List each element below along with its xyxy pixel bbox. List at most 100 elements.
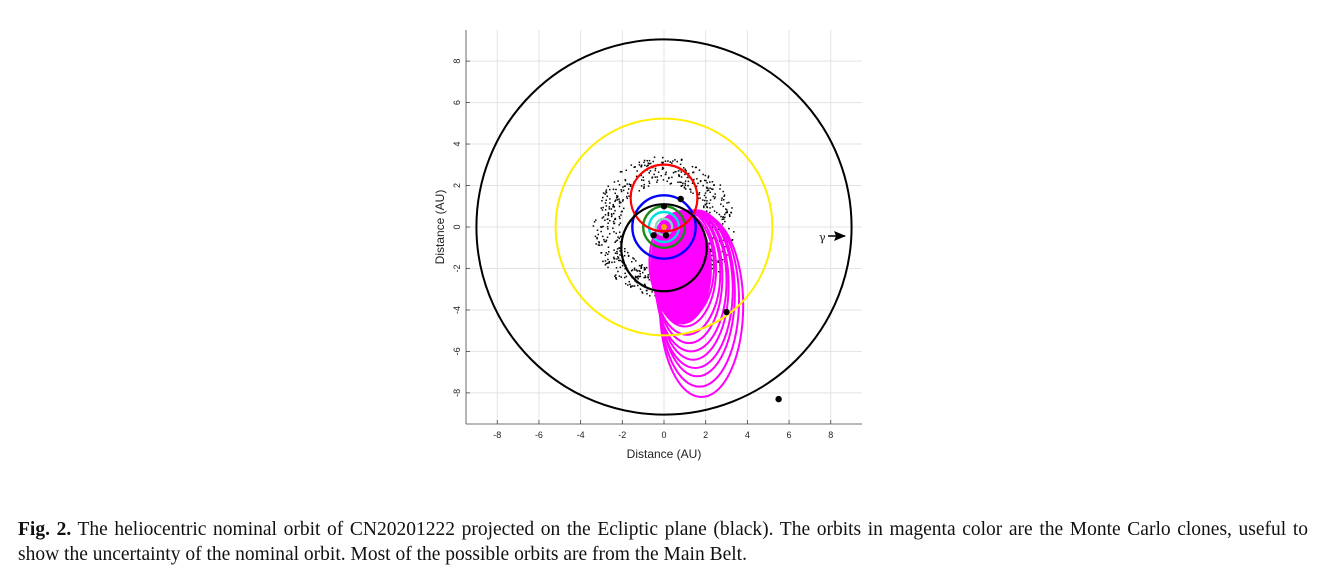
main-belt-dot <box>608 206 611 208</box>
main-belt-dot <box>607 185 610 187</box>
main-belt-dot <box>648 172 650 174</box>
main-belt-dot <box>653 173 655 176</box>
main-belt-dot <box>671 176 673 179</box>
main-belt-dot <box>681 184 684 187</box>
main-belt-dot <box>618 259 620 262</box>
main-belt-dot <box>629 185 632 187</box>
main-belt-dot <box>665 173 667 175</box>
main-belt-dot <box>641 292 644 294</box>
main-belt-dot <box>660 175 662 177</box>
main-belt-dot <box>619 171 622 173</box>
main-belt-dot <box>622 189 625 192</box>
main-belt-dot <box>618 275 621 277</box>
main-belt-dot <box>615 277 617 279</box>
main-belt-dot <box>610 208 613 210</box>
main-belt-dot <box>630 269 633 272</box>
main-belt-dot <box>706 186 708 189</box>
main-belt-dot <box>703 179 706 182</box>
main-belt-dot <box>721 250 724 253</box>
clone-orbit-cloud <box>651 212 712 325</box>
main-belt-dot <box>697 182 699 185</box>
main-belt-dot <box>722 216 725 218</box>
main-belt-dot <box>614 218 616 221</box>
planet-orbit <box>631 194 697 260</box>
main-belt-dot <box>639 270 641 273</box>
main-belt-dot <box>700 180 702 182</box>
planet-orbit <box>554 117 774 337</box>
main-belt-dot <box>617 270 619 273</box>
main-belt-dot <box>726 254 728 256</box>
main-belt-dot <box>628 183 631 185</box>
main-belt-dot <box>683 187 686 189</box>
main-belt-dot <box>630 164 633 166</box>
x-tick-label: -8 <box>493 430 501 440</box>
main-belt-dot <box>597 233 600 236</box>
main-belt-dot <box>724 245 726 248</box>
planet-position-point <box>677 195 684 203</box>
planet-position-point <box>650 232 657 239</box>
main-belt-dot <box>696 178 698 180</box>
main-belt-dot <box>644 268 646 271</box>
main-belt-dot <box>613 212 615 215</box>
main-belt-dot <box>687 180 690 183</box>
main-belt-dot <box>708 242 711 245</box>
main-belt-dot <box>710 254 713 257</box>
main-belt-dot <box>613 231 615 233</box>
main-belt-dot <box>678 174 681 177</box>
main-belt-dot <box>625 195 628 198</box>
main-belt-dot <box>656 176 658 178</box>
main-belt-dot <box>601 244 603 246</box>
main-belt-dot <box>621 210 623 213</box>
main-belt-dot <box>692 192 694 195</box>
main-belt-dot <box>600 207 602 209</box>
main-belt-dot <box>712 195 714 198</box>
main-belt-dot <box>627 192 629 194</box>
main-belt-dot <box>723 198 725 201</box>
main-belt-dot <box>637 284 639 287</box>
x-tick-label: 4 <box>745 430 750 440</box>
main-belt-dot <box>613 222 616 225</box>
main-belt-dot <box>621 170 623 173</box>
main-belt-dot <box>616 239 619 242</box>
main-belt-dot <box>608 260 611 263</box>
main-belt-dot <box>616 258 618 260</box>
main-belt-dot <box>680 176 683 178</box>
main-belt-dot <box>613 261 616 263</box>
main-belt-dot <box>656 181 658 183</box>
main-belt-dot <box>617 180 619 182</box>
main-belt-dot <box>596 237 598 239</box>
main-belt-dot <box>617 256 619 258</box>
main-belt-dot <box>707 189 710 191</box>
main-belt-dot <box>647 185 650 187</box>
main-belt-dot <box>675 170 677 173</box>
main-belt-dot <box>733 231 735 233</box>
main-belt-dot <box>607 253 609 256</box>
main-belt-dot <box>719 188 721 190</box>
main-belt-dot <box>633 166 636 168</box>
main-belt-dot <box>618 215 621 218</box>
main-belt-dot <box>598 244 601 246</box>
main-belt-dot <box>613 249 615 251</box>
main-belt-dot <box>612 188 615 191</box>
main-belt-dot <box>604 264 607 266</box>
main-belt-dot <box>614 200 616 203</box>
main-belt-dot <box>711 206 714 208</box>
main-belt-dot <box>607 228 609 230</box>
main-belt-dot <box>677 181 679 184</box>
main-belt-dot <box>620 201 622 204</box>
main-belt-dot <box>622 199 624 201</box>
main-belt-dot <box>605 240 607 243</box>
main-belt-dot <box>640 164 643 167</box>
main-belt-dot <box>648 278 651 281</box>
main-belt-dot <box>692 171 694 174</box>
main-belt-dot <box>703 206 705 209</box>
y-tick-label: -8 <box>452 389 462 397</box>
main-belt-dot <box>618 184 621 186</box>
main-belt-dot <box>638 275 640 278</box>
main-belt-dot <box>721 218 724 221</box>
main-belt-dot <box>608 232 611 235</box>
main-belt-dot <box>600 230 602 233</box>
main-belt-dot <box>616 248 619 250</box>
main-belt-dot <box>728 227 730 230</box>
main-belt-dot <box>605 189 608 191</box>
